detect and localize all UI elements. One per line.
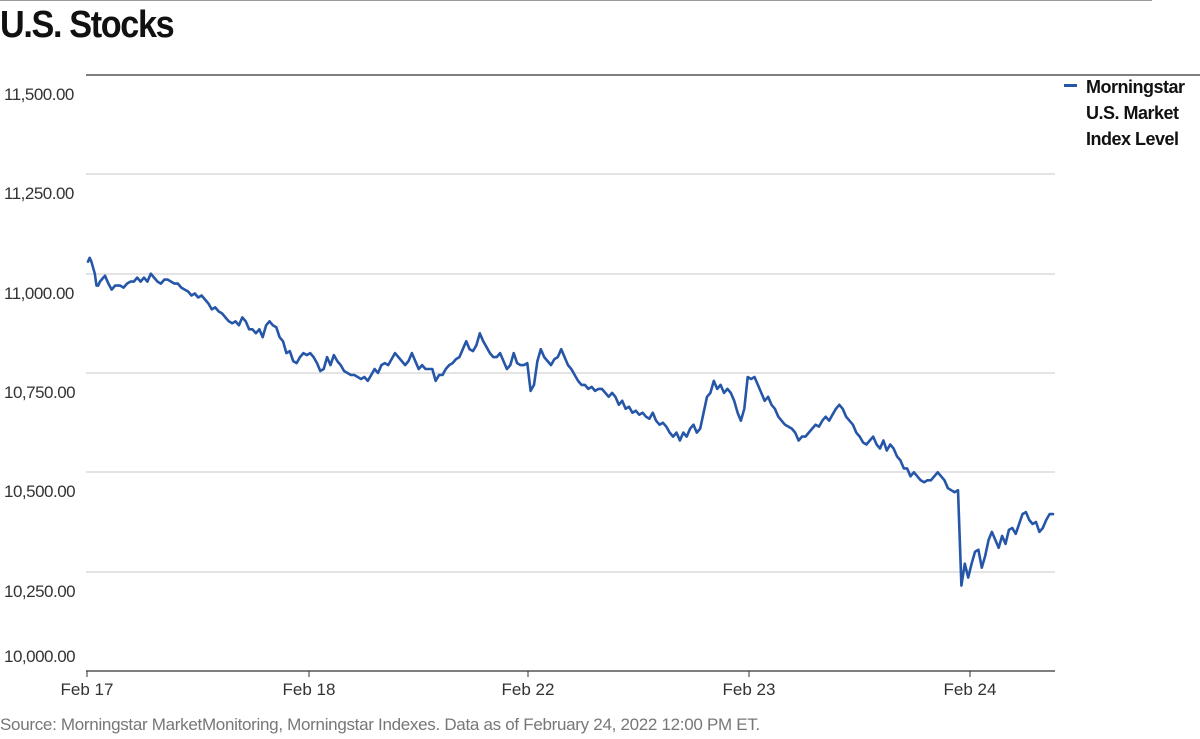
y-tick-label: 10,500.00 — [4, 482, 75, 501]
y-tick-label: 10,250.00 — [4, 582, 75, 601]
chart-title: U.S. Stocks — [0, 4, 175, 46]
legend-swatch — [1064, 84, 1077, 87]
top-rule — [0, 0, 1152, 1]
y-tick-label: 11,500.00 — [4, 85, 74, 104]
x-tick-label: Feb 18 — [283, 680, 336, 699]
y-tick-label: 10,000.00 — [4, 647, 75, 666]
x-tick-label: Feb 17 — [61, 680, 114, 699]
x-tick-label: Feb 24 — [944, 680, 997, 699]
source-note: Source: Morningstar MarketMonitoring, Mo… — [0, 715, 760, 734]
y-tick-label: 10,750.00 — [4, 383, 75, 402]
y-tick-label: 11,250.00 — [4, 184, 74, 203]
y-tick-label: 11,000.00 — [4, 284, 74, 303]
series-line-us-market-index — [86, 256, 1055, 587]
x-tick-label: Feb 22 — [502, 680, 555, 699]
legend-label: Morningstar U.S. Market Index Level — [1086, 77, 1185, 149]
x-tick-label: Feb 23 — [723, 680, 776, 699]
